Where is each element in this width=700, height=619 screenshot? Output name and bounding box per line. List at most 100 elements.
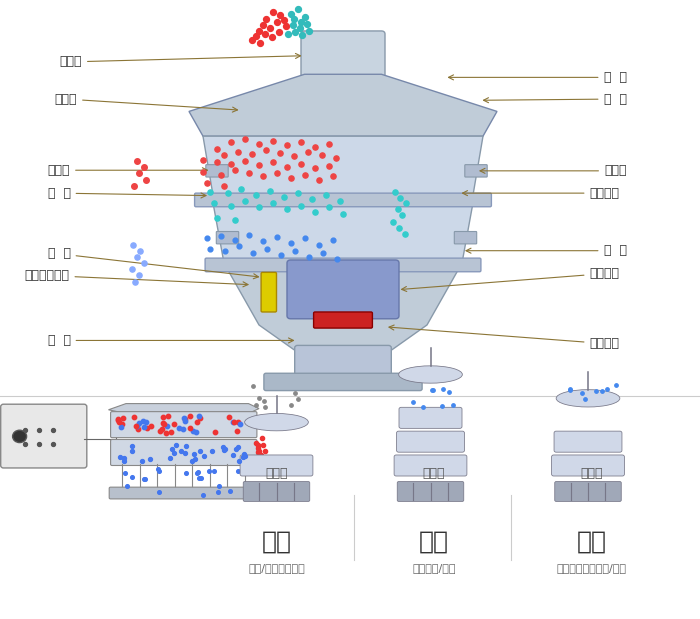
Point: [180, 448, 191, 457]
Point: [239, 134, 251, 144]
Point: [179, 416, 190, 426]
Point: [397, 210, 408, 220]
Point: [243, 168, 254, 178]
Point: [316, 150, 328, 160]
Point: [577, 387, 588, 397]
FancyBboxPatch shape: [554, 431, 622, 452]
Point: [181, 467, 192, 477]
Point: [194, 411, 205, 421]
Point: [211, 213, 223, 223]
Point: [293, 394, 304, 404]
Point: [230, 444, 241, 454]
Point: [153, 464, 164, 474]
Point: [131, 156, 142, 166]
FancyBboxPatch shape: [111, 412, 257, 438]
Point: [306, 194, 317, 204]
Point: [228, 417, 239, 427]
Point: [155, 426, 166, 436]
Point: [209, 426, 220, 436]
Point: [281, 162, 293, 172]
Point: [140, 417, 151, 426]
Point: [427, 385, 438, 395]
FancyBboxPatch shape: [396, 431, 465, 452]
Point: [246, 149, 258, 158]
Point: [158, 418, 169, 428]
Point: [276, 250, 287, 260]
Text: 运输固定螺栓: 运输固定螺栓: [25, 269, 248, 287]
Point: [198, 490, 209, 500]
Point: [133, 271, 144, 280]
Point: [204, 244, 216, 254]
Point: [255, 454, 266, 464]
Point: [267, 7, 279, 17]
Point: [215, 232, 226, 241]
Point: [260, 402, 271, 412]
Point: [187, 426, 198, 436]
Point: [199, 451, 210, 461]
Text: 出料口: 出料口: [48, 163, 207, 177]
Point: [192, 468, 203, 478]
Point: [597, 386, 608, 396]
Point: [278, 15, 289, 25]
Point: [254, 452, 265, 462]
Point: [580, 394, 591, 404]
Point: [19, 425, 30, 435]
Point: [132, 424, 144, 434]
Text: 三层式: 三层式: [423, 467, 445, 480]
Point: [201, 233, 212, 243]
Point: [407, 397, 419, 407]
FancyBboxPatch shape: [398, 482, 463, 501]
Point: [283, 29, 294, 39]
Point: [140, 175, 151, 184]
Text: 上部重锤: 上部重锤: [463, 186, 620, 200]
Point: [260, 446, 271, 456]
Point: [257, 433, 268, 443]
Point: [131, 252, 142, 262]
FancyBboxPatch shape: [465, 165, 487, 177]
Point: [136, 456, 148, 465]
Point: [19, 439, 30, 449]
Point: [255, 38, 266, 48]
Point: [418, 402, 429, 412]
Point: [260, 145, 272, 155]
Point: [278, 192, 289, 202]
Point: [113, 415, 124, 425]
Point: [138, 422, 149, 432]
Point: [295, 159, 307, 169]
Point: [286, 400, 297, 410]
Point: [192, 417, 203, 427]
Point: [215, 170, 226, 180]
Point: [610, 380, 622, 390]
Point: [437, 401, 448, 411]
Point: [116, 422, 127, 432]
Point: [233, 456, 244, 465]
Point: [187, 456, 198, 466]
Point: [591, 386, 602, 396]
Point: [313, 240, 324, 249]
Point: [400, 198, 412, 208]
Point: [290, 27, 301, 37]
Point: [118, 456, 130, 466]
Point: [195, 413, 206, 423]
Point: [318, 248, 329, 258]
Point: [126, 264, 137, 274]
Point: [223, 412, 235, 422]
Point: [258, 396, 270, 406]
Text: 筛  网: 筛 网: [449, 71, 626, 84]
Point: [295, 201, 307, 210]
Point: [309, 142, 321, 152]
Point: [304, 252, 315, 262]
Point: [288, 14, 300, 24]
Point: [178, 413, 190, 423]
FancyBboxPatch shape: [206, 165, 228, 177]
Point: [218, 441, 229, 451]
Point: [130, 421, 141, 431]
Point: [175, 446, 186, 456]
Point: [237, 452, 248, 462]
Text: 单层式: 单层式: [265, 467, 288, 480]
Point: [271, 17, 282, 27]
Point: [257, 453, 268, 463]
Point: [117, 413, 128, 423]
Point: [287, 20, 298, 30]
Point: [201, 178, 212, 188]
